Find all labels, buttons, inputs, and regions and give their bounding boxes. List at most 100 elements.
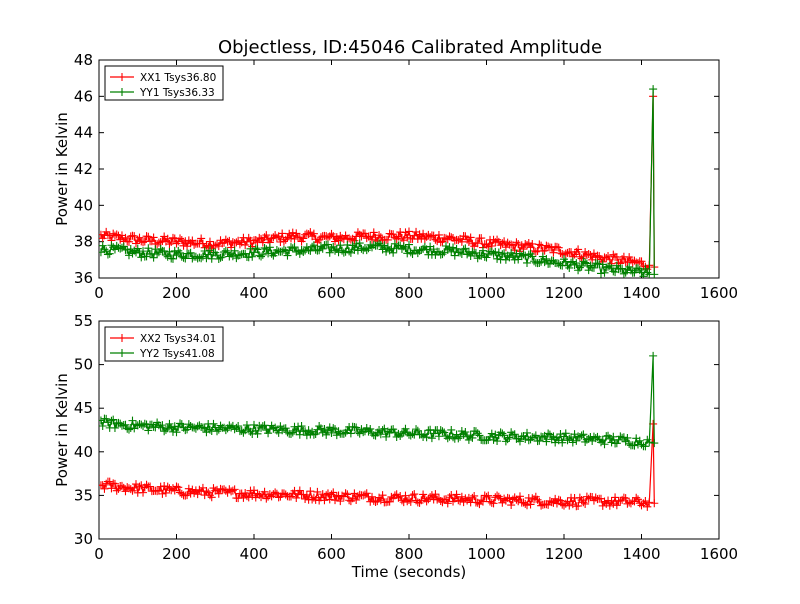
data-point (216, 253, 225, 262)
data-point (512, 495, 521, 504)
data-point (172, 428, 181, 437)
data-point (257, 234, 266, 243)
data-point (272, 246, 281, 255)
data-point (161, 425, 170, 434)
data-point (530, 257, 539, 266)
data-point (311, 495, 320, 504)
data-point (331, 496, 340, 505)
y-tick-label: 45 (74, 399, 93, 417)
x-axis-label: Time (seconds) (351, 563, 467, 581)
data-point (269, 424, 278, 433)
data-point (551, 494, 560, 503)
data-point (537, 501, 546, 510)
data-point (438, 250, 447, 259)
x-tick-label: 0 (94, 284, 104, 302)
data-point (302, 431, 311, 440)
data-point (584, 250, 593, 259)
y-tick-label: 35 (74, 486, 93, 504)
data-point (221, 486, 230, 495)
y-tick-label: 46 (74, 87, 93, 105)
data-point (413, 426, 422, 435)
data-point (140, 419, 149, 428)
data-point (165, 247, 174, 256)
legend-box (104, 65, 224, 101)
data-point (205, 246, 214, 255)
data-point (612, 253, 621, 262)
data-point (385, 229, 394, 238)
data-point (107, 416, 116, 425)
data-point (191, 486, 200, 495)
data-point (322, 430, 331, 439)
data-point (366, 232, 375, 241)
data-point (390, 239, 399, 248)
data-point (153, 250, 162, 259)
data-point (329, 232, 338, 241)
data-point (503, 435, 512, 444)
data-point (204, 250, 213, 259)
data-point (447, 247, 456, 256)
data-point (487, 429, 496, 438)
data-point (190, 423, 199, 432)
data-point (547, 243, 556, 252)
data-point (491, 493, 500, 502)
data-point (482, 492, 491, 501)
data-point (515, 492, 524, 501)
data-point (600, 440, 609, 449)
data-point (650, 499, 659, 508)
data-point (332, 233, 341, 242)
data-point (471, 427, 480, 436)
data-point (650, 439, 659, 448)
data-point (290, 243, 299, 252)
y-tick-label: 48 (74, 51, 93, 69)
x-tick-label: 1000 (467, 284, 505, 302)
data-point (301, 427, 310, 436)
data-point (544, 429, 553, 438)
data-point (311, 430, 320, 439)
data-point (144, 426, 153, 435)
x-tick-label: 1200 (545, 545, 583, 563)
data-point (353, 492, 362, 501)
data-point (195, 485, 204, 494)
data-point (179, 253, 188, 262)
data-point (207, 493, 216, 502)
data-point (383, 235, 392, 244)
data-point (554, 495, 563, 504)
data-point (135, 249, 144, 257)
data-point (461, 428, 470, 437)
x-tick-label: 1000 (467, 545, 505, 563)
data-point (107, 484, 116, 493)
data-point (223, 488, 232, 497)
data-point (336, 497, 345, 506)
data-point (154, 486, 163, 495)
data-point (521, 251, 530, 260)
data-point (163, 424, 172, 433)
data-point (394, 232, 403, 241)
data-point (382, 432, 391, 441)
data-point (288, 228, 297, 237)
data-point (440, 428, 449, 437)
data-point (339, 492, 348, 501)
data-point (158, 489, 167, 498)
data-point (177, 420, 186, 429)
data-point (318, 490, 327, 499)
data-point (262, 245, 271, 254)
data-point (468, 247, 477, 256)
data-point (301, 494, 310, 503)
data-point (177, 489, 186, 498)
data-point (635, 436, 644, 445)
data-point (258, 238, 267, 247)
data-point (292, 493, 301, 502)
x-tick-label: 1600 (700, 284, 738, 302)
data-point (593, 259, 602, 268)
data-point (466, 233, 475, 242)
data-point (117, 481, 126, 490)
data-point (625, 439, 634, 448)
data-point (144, 232, 153, 241)
data-point (100, 484, 109, 493)
data-point (449, 243, 458, 252)
data-point (441, 234, 450, 243)
data-point (558, 438, 567, 447)
data-point (242, 237, 251, 246)
data-point (489, 249, 498, 258)
data-point (99, 230, 105, 239)
